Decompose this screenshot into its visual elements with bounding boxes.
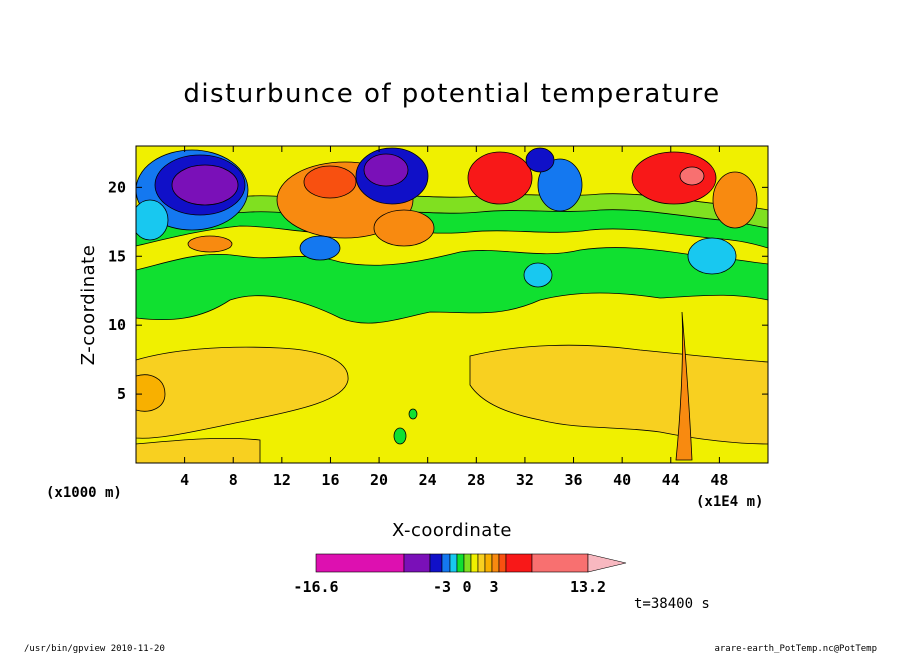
- footer-right: arare-earth_PotTemp.nc@PotTemp: [714, 644, 877, 654]
- cell-cyan-left: [136, 199, 169, 241]
- cell-cyan-bottom: [523, 262, 553, 288]
- colorbar: [315, 553, 627, 573]
- patch-orange-lower-left-inner: [136, 374, 166, 412]
- patch-orange-lower-left: [136, 346, 349, 439]
- colorbar-segment: [441, 553, 451, 573]
- x-tick-label: 4: [180, 471, 189, 489]
- colorbar-segment: [531, 553, 589, 573]
- colorbar-segment: [477, 553, 486, 573]
- footer-left: /usr/bin/gpview 2010-11-20: [24, 644, 165, 654]
- colorbar-segment: [484, 553, 493, 573]
- cell-red-mid: [467, 151, 533, 205]
- cell-cyan-right: [687, 237, 737, 275]
- cell-red-center: [303, 165, 357, 199]
- y-tick-label: 20: [108, 178, 126, 196]
- x-tick-label: 40: [613, 471, 631, 489]
- cell-orange-right: [712, 171, 758, 229]
- x-tick-label: 8: [229, 471, 238, 489]
- x-tick-label: 44: [662, 471, 680, 489]
- x-tick-label: 48: [710, 471, 728, 489]
- cell-pink-right: [679, 166, 705, 186]
- cell-blue-mid: [537, 158, 583, 212]
- colorbar-extension-arrow: [587, 553, 627, 573]
- x-tick-label: 20: [370, 471, 388, 489]
- x-tick-label: 12: [273, 471, 291, 489]
- colorbar-segment: [315, 553, 405, 573]
- colorbar-segment: [463, 553, 472, 573]
- x-tick-label: 32: [516, 471, 534, 489]
- colorbar-segment: [456, 553, 465, 573]
- colorbar-segment: [470, 553, 479, 573]
- cell-blue-low: [299, 235, 341, 261]
- x-tick-label: 36: [565, 471, 583, 489]
- x-tick-label: 24: [419, 471, 437, 489]
- x-tick-label: 28: [467, 471, 485, 489]
- cell-navy-mid: [525, 147, 555, 173]
- cell-green-small: [393, 427, 407, 445]
- colorbar-label: 0: [462, 578, 471, 596]
- y-axis-label: Z-coordinate: [78, 245, 99, 366]
- cell-orange-low: [187, 235, 233, 253]
- colorbar-segment: [505, 553, 533, 573]
- patch-orange-lower-right: [469, 344, 768, 445]
- time-label: t=38400 s: [634, 596, 710, 612]
- colorbar-label: 3: [489, 578, 498, 596]
- y-ticks: 5 10 15 20: [108, 178, 768, 403]
- colorbar-labels: -16.6 -3 0 3 13.2: [293, 578, 606, 596]
- patch-orange-bottom: [136, 437, 261, 463]
- colorbar-label: 13.2: [570, 578, 606, 596]
- x-axis-label: X-coordinate: [392, 520, 512, 541]
- cell-orange-center-2: [373, 209, 435, 247]
- cell-purple-top: [363, 153, 409, 187]
- cell-red-right: [631, 151, 717, 205]
- x-ticks: 4 8 12 16 20 24 28 32 36 40 44 48: [180, 146, 728, 489]
- colorbar-segment: [449, 553, 458, 573]
- vertical-plume: [675, 311, 693, 461]
- y-unit-label: (x1000 m): [46, 485, 122, 501]
- y-tick-label: 5: [117, 385, 126, 403]
- colorbar-segment: [429, 553, 443, 573]
- colorbar-segment: [491, 553, 500, 573]
- contour-field: [136, 146, 768, 463]
- cell-green-small-2: [408, 408, 418, 420]
- chart-title: disturbunce of potential temperature: [183, 79, 720, 109]
- x-unit-label: (x1E4 m): [696, 494, 763, 510]
- y-tick-label: 10: [108, 316, 126, 334]
- x-tick-label: 16: [321, 471, 339, 489]
- plot-frame: [135, 145, 769, 464]
- colorbar-label: -16.6: [293, 578, 338, 596]
- colorbar-segment: [403, 553, 431, 573]
- colorbar-label: -3: [433, 578, 451, 596]
- colorbar-segment: [498, 553, 507, 573]
- y-tick-label: 15: [108, 247, 126, 265]
- cell-purple-left: [171, 164, 239, 206]
